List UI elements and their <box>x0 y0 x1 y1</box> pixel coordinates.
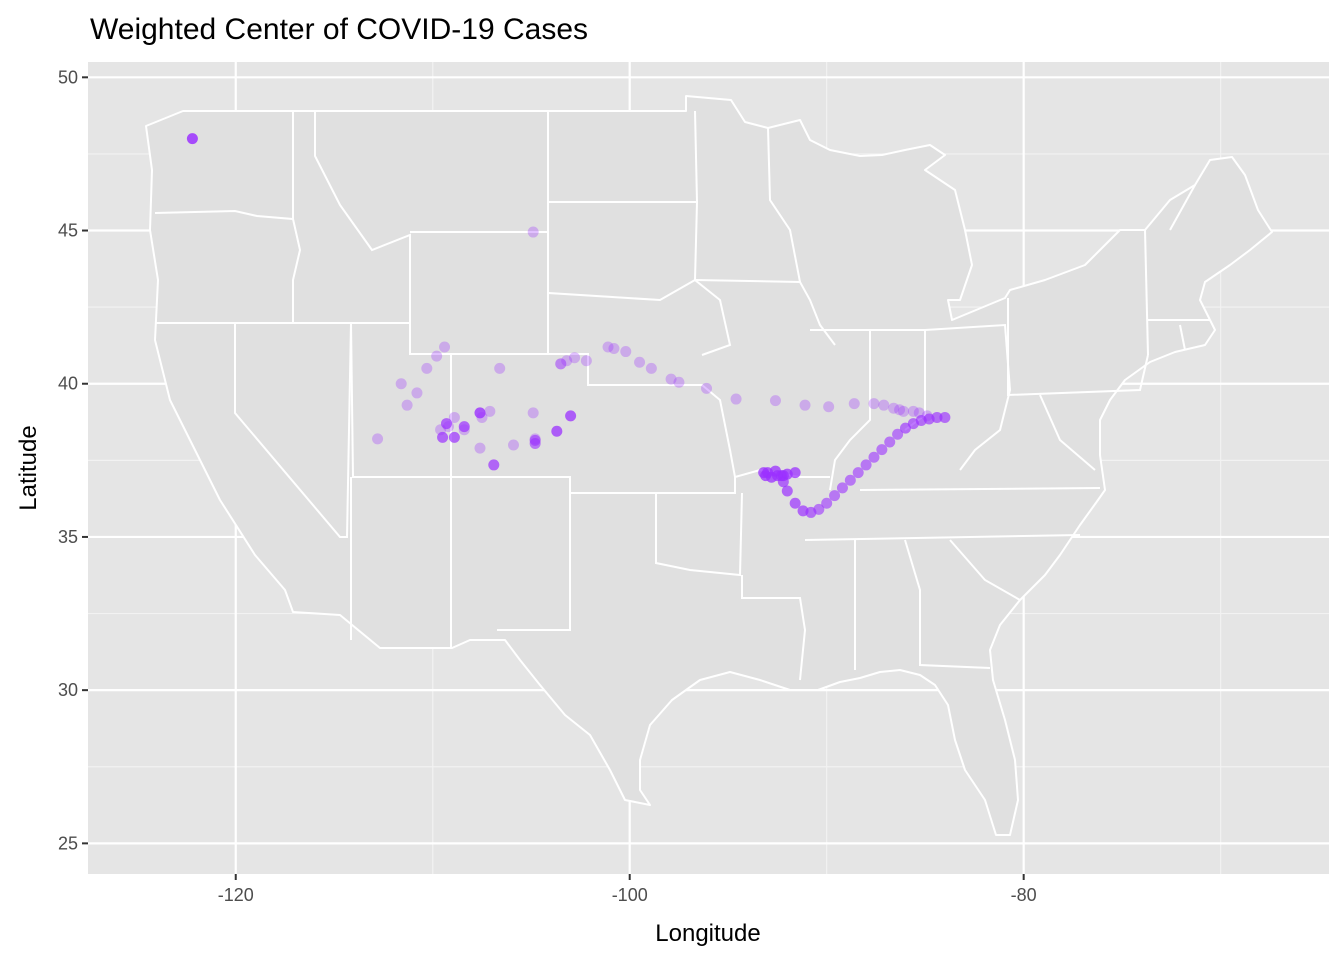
data-point <box>602 341 614 353</box>
y-tick-label: 50 <box>58 67 78 87</box>
data-point <box>673 376 685 388</box>
y-tick-label: 35 <box>58 527 78 547</box>
data-point <box>868 451 880 463</box>
data-point <box>186 133 198 145</box>
x-axis: -120 -100 -80 <box>218 874 1037 905</box>
data-point <box>769 395 781 407</box>
data-point <box>441 418 453 430</box>
data-point <box>789 467 801 479</box>
data-point <box>868 398 880 410</box>
data-point <box>395 378 407 390</box>
contiguous-us-outline <box>145 95 1273 836</box>
data-point <box>894 404 906 416</box>
data-point <box>769 465 781 477</box>
data-point <box>569 352 581 364</box>
data-point <box>876 444 888 456</box>
data-point <box>608 342 620 354</box>
data-point <box>844 474 856 486</box>
data-point <box>458 421 470 433</box>
data-point <box>527 226 539 238</box>
data-point <box>555 358 567 370</box>
data-point <box>401 399 413 411</box>
data-point <box>888 402 900 414</box>
data-point <box>431 350 443 362</box>
data-point <box>448 411 460 423</box>
data-point <box>437 431 449 443</box>
y-tick-label: 45 <box>58 221 78 241</box>
data-point <box>529 437 541 449</box>
data-point <box>580 355 592 367</box>
center-points <box>186 133 951 518</box>
data-point <box>565 410 577 422</box>
state-borders <box>154 110 1210 681</box>
data-point <box>421 362 433 374</box>
chart-title: Weighted Center of COVID-19 Cases <box>90 13 588 46</box>
data-point <box>551 425 563 437</box>
data-point <box>899 422 911 434</box>
x-tick-label: -100 <box>612 885 648 905</box>
us-states-map <box>145 95 1273 836</box>
data-point <box>730 393 742 405</box>
data-point <box>561 355 573 367</box>
data-point <box>781 485 793 497</box>
data-point <box>494 362 506 374</box>
data-point <box>527 407 539 419</box>
data-point <box>474 407 486 419</box>
data-point <box>484 405 496 417</box>
x-axis-label: Longitude <box>655 920 760 947</box>
data-point <box>829 490 841 502</box>
data-point <box>411 387 423 399</box>
data-point <box>448 431 460 443</box>
x-tick-label: -120 <box>218 885 254 905</box>
data-point <box>907 405 919 417</box>
x-tick-label: -80 <box>1011 885 1037 905</box>
data-point <box>892 428 904 440</box>
data-point <box>488 459 500 471</box>
data-point <box>836 482 848 494</box>
data-point <box>634 356 646 368</box>
y-axis-label: Latitude <box>15 425 42 510</box>
data-point <box>439 341 451 353</box>
data-point <box>797 505 809 517</box>
data-point <box>665 373 677 385</box>
data-point <box>848 398 860 410</box>
data-point <box>555 358 567 370</box>
data-point <box>372 433 384 445</box>
data-point <box>878 399 890 411</box>
data-point <box>823 401 835 413</box>
y-axis: 25 30 35 40 45 50 <box>58 67 88 853</box>
data-point <box>898 405 910 417</box>
data-point <box>645 362 657 374</box>
y-tick-label: 40 <box>58 374 78 394</box>
data-point <box>620 346 632 358</box>
y-tick-label: 25 <box>58 833 78 853</box>
data-point <box>474 442 486 454</box>
data-point <box>939 411 951 423</box>
data-point <box>799 399 811 411</box>
y-tick-label: 30 <box>58 680 78 700</box>
data-point <box>860 459 872 471</box>
data-point <box>507 439 519 451</box>
data-point <box>789 497 801 509</box>
data-point <box>821 497 833 509</box>
data-point <box>701 382 713 394</box>
data-point <box>852 467 864 479</box>
data-point <box>884 436 896 448</box>
